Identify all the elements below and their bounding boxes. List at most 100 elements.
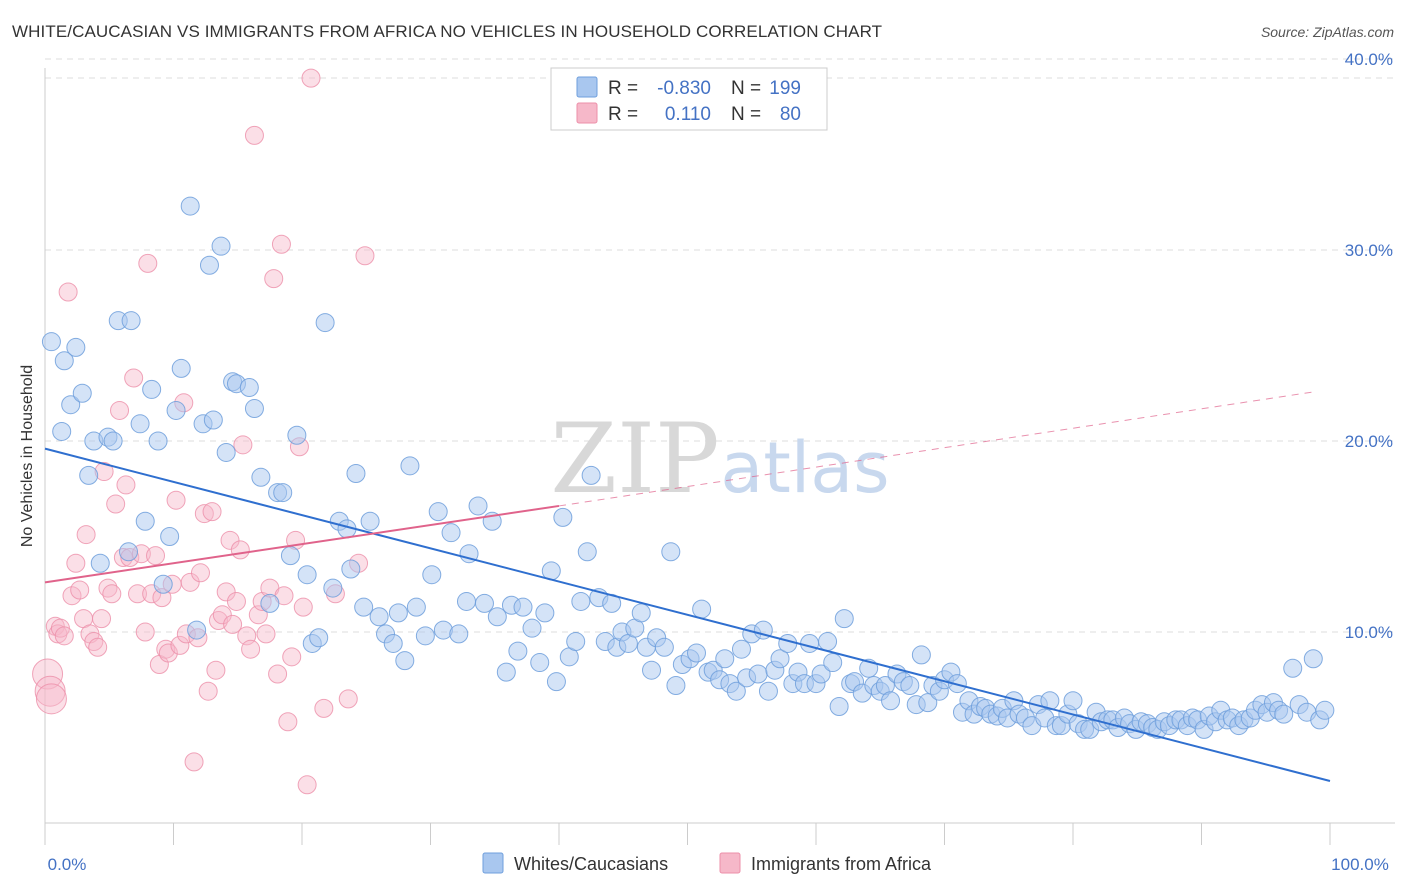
africa-point [208, 611, 228, 631]
bottom-legend-label-white: Whites/Caucasians [514, 854, 668, 874]
white-point [203, 410, 223, 430]
africa-point [92, 609, 112, 629]
white-point [41, 332, 61, 352]
africa-point [102, 584, 122, 604]
africa-point [128, 584, 148, 604]
white-point [811, 664, 831, 684]
white-point [422, 565, 442, 585]
africa-point [180, 572, 200, 592]
watermark: ZIP atlas [550, 403, 889, 515]
white-point [918, 693, 938, 713]
white-point [770, 649, 790, 669]
axes [44, 68, 1395, 845]
white-point [577, 542, 597, 562]
white-point [834, 609, 854, 629]
white-point [1040, 691, 1060, 711]
white-point [1315, 700, 1335, 720]
white-point [778, 633, 798, 653]
africa-point [116, 475, 136, 495]
white-point [829, 696, 849, 716]
africa-point [170, 635, 190, 655]
africa-point [297, 775, 317, 795]
legend-n-label-africa: N = [731, 104, 761, 125]
africa-point [70, 580, 90, 600]
africa-point [58, 282, 78, 302]
white-point [119, 542, 139, 562]
white-point [581, 465, 601, 485]
trend-lines [44, 390, 1331, 782]
white-point [571, 591, 591, 611]
white-point [428, 502, 448, 522]
white-point [449, 624, 469, 644]
bottom-legend-swatch-africa [719, 852, 741, 874]
africa-point [301, 68, 321, 88]
x-tick-label-min: 0.0% [48, 855, 87, 874]
white-point [911, 645, 931, 665]
white-point [441, 523, 461, 543]
white-point [244, 399, 264, 419]
y-tick-label: 10.0% [1345, 623, 1393, 642]
africa-point [124, 368, 144, 388]
africa-point [202, 502, 222, 522]
white-point [354, 597, 374, 617]
white-point [135, 511, 155, 531]
africa-point [190, 563, 210, 583]
white-point [273, 483, 293, 503]
white-point [726, 681, 746, 701]
legend-r-value-africa: 0.110 [665, 104, 711, 125]
africa-point [110, 400, 130, 420]
white-point [323, 578, 343, 598]
africa-point [84, 632, 104, 652]
africa-point [338, 689, 358, 709]
white-point [459, 544, 479, 564]
white-point [280, 546, 300, 566]
white-point [142, 379, 162, 399]
white-point [148, 431, 168, 451]
africa-point [206, 660, 226, 680]
africa-point [135, 622, 155, 642]
white-point [731, 639, 751, 659]
white-point [818, 632, 838, 652]
white-point [415, 626, 435, 646]
white-point [642, 660, 662, 680]
white-point [881, 691, 901, 711]
white-point [369, 607, 389, 627]
africa-point [268, 664, 288, 684]
africa-point [216, 582, 236, 602]
white-point [468, 496, 488, 516]
white-point [341, 559, 361, 579]
white-point [553, 507, 573, 527]
white-point [1283, 658, 1303, 678]
watermark-atlas: atlas [720, 427, 889, 509]
white-point [686, 643, 706, 663]
white-point [487, 607, 507, 627]
y-tick-label: 20.0% [1345, 432, 1393, 451]
africa-point [35, 683, 67, 715]
white-point [52, 421, 72, 441]
white-point [1063, 691, 1083, 711]
legend-n-label-white: N = [731, 78, 761, 99]
white-point [522, 618, 542, 638]
africa-point [212, 605, 232, 625]
white-point [166, 400, 186, 420]
trend-line-africa [44, 504, 560, 584]
white-point [54, 351, 74, 371]
white-point [216, 442, 236, 462]
series-legend: Whites/Caucasians Immigrants from Africa [482, 852, 932, 874]
white-point [546, 672, 566, 692]
bottom-legend-swatch-white [482, 852, 504, 874]
white-point [406, 597, 426, 617]
africa-point [314, 698, 334, 718]
legend-n-value-africa: 80 [780, 104, 801, 125]
white-point [297, 565, 317, 585]
y-tick-label: 40.0% [1345, 50, 1393, 69]
africa-point [166, 490, 186, 510]
chart-title: WHITE/CAUCASIAN VS IMMIGRANTS FROM AFRIC… [12, 22, 883, 41]
white-point [103, 431, 123, 451]
africa-point [146, 546, 166, 566]
africa-point [158, 643, 178, 663]
africa-point [282, 647, 302, 667]
white-point [508, 641, 528, 661]
legend-r-label-africa: R = [608, 104, 638, 125]
